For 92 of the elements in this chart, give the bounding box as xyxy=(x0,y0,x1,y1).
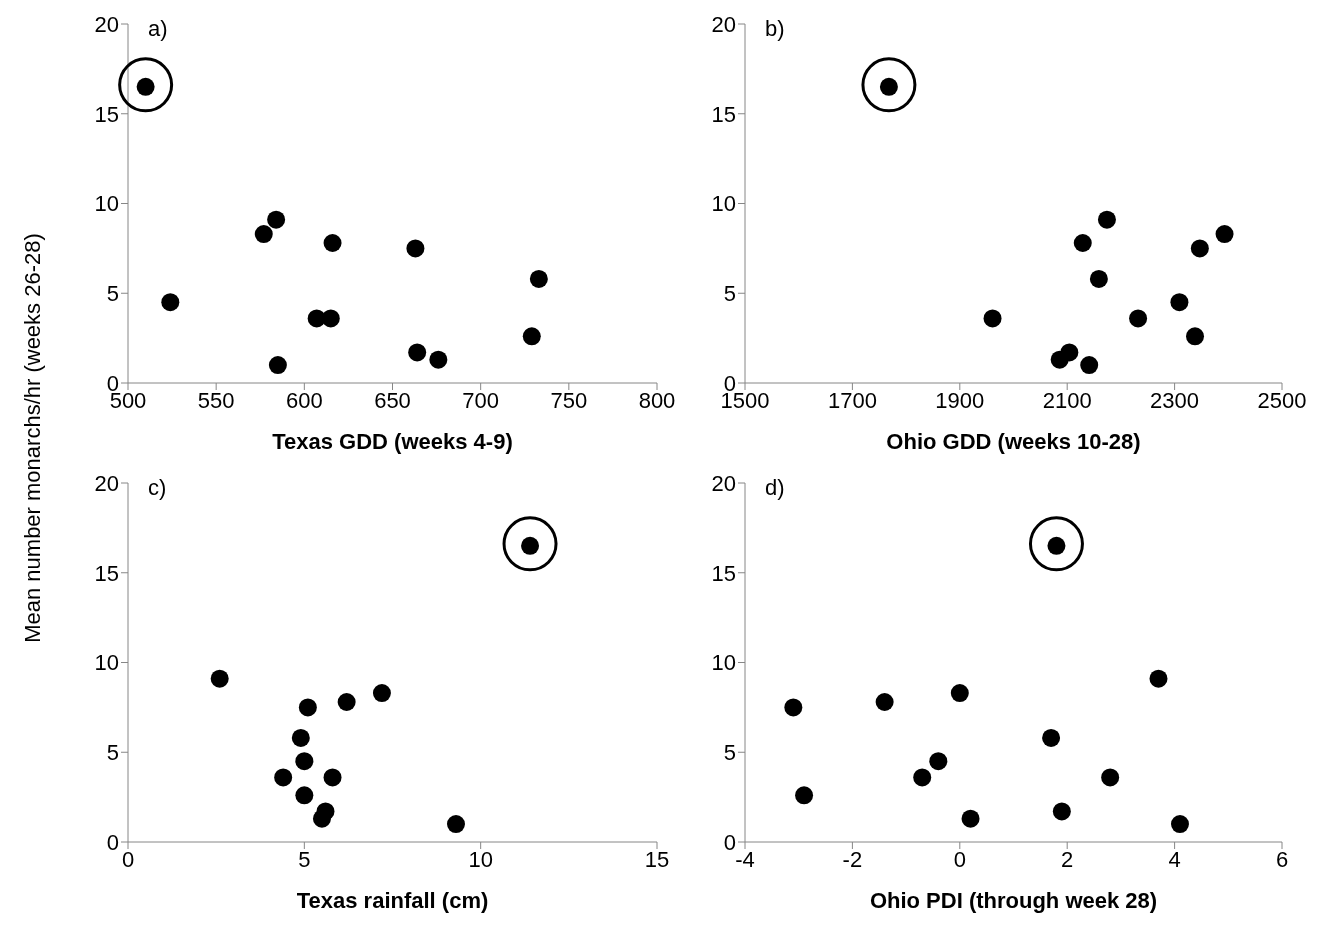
point xyxy=(1101,768,1120,787)
point xyxy=(406,239,425,258)
point xyxy=(529,269,548,288)
x-axis-title: Ohio GDD (weeks 10-28) xyxy=(886,429,1141,454)
point xyxy=(1190,239,1209,258)
y-tick-label: 15 xyxy=(94,560,119,586)
point xyxy=(961,809,980,828)
x-tick-label: 4 xyxy=(1168,846,1181,872)
x-tick-label: 15 xyxy=(644,846,670,872)
y-tick-label: 10 xyxy=(711,650,736,676)
point xyxy=(210,669,229,688)
point xyxy=(929,752,948,771)
point xyxy=(372,684,391,703)
point xyxy=(446,815,465,834)
y-tick-label: 10 xyxy=(711,191,736,217)
y-tick-label: 10 xyxy=(94,191,119,217)
x-tick-label: 6 xyxy=(1275,846,1289,872)
point xyxy=(1186,327,1205,346)
y-tick-label: 20 xyxy=(94,470,119,496)
point xyxy=(323,768,342,787)
point xyxy=(408,343,427,362)
point xyxy=(913,768,932,787)
point xyxy=(983,309,1002,328)
chart-title: c) xyxy=(148,475,167,501)
point xyxy=(1097,210,1116,229)
x-tick-label: 800 xyxy=(638,387,676,413)
y-tick-label: 0 xyxy=(723,829,736,855)
point xyxy=(1060,343,1079,362)
x-tick-label: 5 xyxy=(298,846,311,872)
y-tick-label: 5 xyxy=(723,740,736,766)
x-tick-label: 750 xyxy=(550,387,588,413)
point xyxy=(1149,669,1168,688)
x-axis-title: Texas rainfall (cm) xyxy=(296,888,489,913)
y-tick-label: 5 xyxy=(106,281,119,307)
y-tick-label: 20 xyxy=(711,470,736,496)
point xyxy=(274,768,293,787)
point xyxy=(1042,728,1061,747)
y-tick-label: 15 xyxy=(711,101,736,127)
x-tick-label: 2500 xyxy=(1257,387,1307,413)
point xyxy=(522,327,541,346)
y-tick-label: 10 xyxy=(94,650,119,676)
y-tick-label: 20 xyxy=(711,11,736,37)
y-tick-label: 5 xyxy=(106,740,119,766)
point xyxy=(295,752,314,771)
y-tick-label: 20 xyxy=(94,11,119,37)
point xyxy=(161,293,180,312)
point xyxy=(298,698,317,717)
point xyxy=(1073,233,1092,252)
x-tick-label: 1900 xyxy=(935,387,985,413)
point xyxy=(1170,293,1189,312)
x-tick-label: 2300 xyxy=(1150,387,1200,413)
point xyxy=(784,698,803,717)
x-tick-label: 0 xyxy=(953,846,966,872)
point xyxy=(268,356,287,375)
y-axis-title: Mean number monarchs/hr (weeks 26-28) xyxy=(20,233,46,643)
point xyxy=(295,786,314,805)
x-tick-label: 600 xyxy=(285,387,323,413)
x-axis-title: Ohio PDI (through week 28) xyxy=(869,888,1158,913)
y-tick-label: 15 xyxy=(94,101,119,127)
point xyxy=(323,233,342,252)
chart-title: a) xyxy=(148,16,168,42)
point xyxy=(1080,356,1099,375)
x-tick-label: 650 xyxy=(374,387,411,413)
x-axis-title: Texas GDD (weeks 4-9) xyxy=(272,429,513,454)
point xyxy=(254,225,273,244)
point xyxy=(291,728,310,747)
point xyxy=(1089,269,1108,288)
point xyxy=(1129,309,1148,328)
x-tick-label: 2 xyxy=(1061,846,1074,872)
x-tick-label: 1700 xyxy=(827,387,877,413)
x-tick-label: 700 xyxy=(462,387,500,413)
chart-title: d) xyxy=(765,475,785,501)
point xyxy=(267,210,286,229)
point xyxy=(950,684,969,703)
point xyxy=(795,786,814,805)
point xyxy=(312,809,331,828)
point xyxy=(1215,225,1234,244)
y-tick-label: 0 xyxy=(106,829,119,855)
point xyxy=(321,309,340,328)
chart-title: b) xyxy=(765,16,785,42)
point xyxy=(1170,815,1189,834)
x-tick-label: 10 xyxy=(468,846,493,872)
y-tick-label: 15 xyxy=(711,560,736,586)
y-tick-label: 5 xyxy=(723,281,736,307)
x-tick-label: -2 xyxy=(842,846,863,872)
point xyxy=(1052,802,1071,821)
x-tick-label: -4 xyxy=(735,846,755,872)
point xyxy=(429,350,448,369)
x-tick-label: 550 xyxy=(197,387,235,413)
point xyxy=(337,692,356,711)
point xyxy=(875,692,894,711)
x-tick-label: 2100 xyxy=(1042,387,1092,413)
